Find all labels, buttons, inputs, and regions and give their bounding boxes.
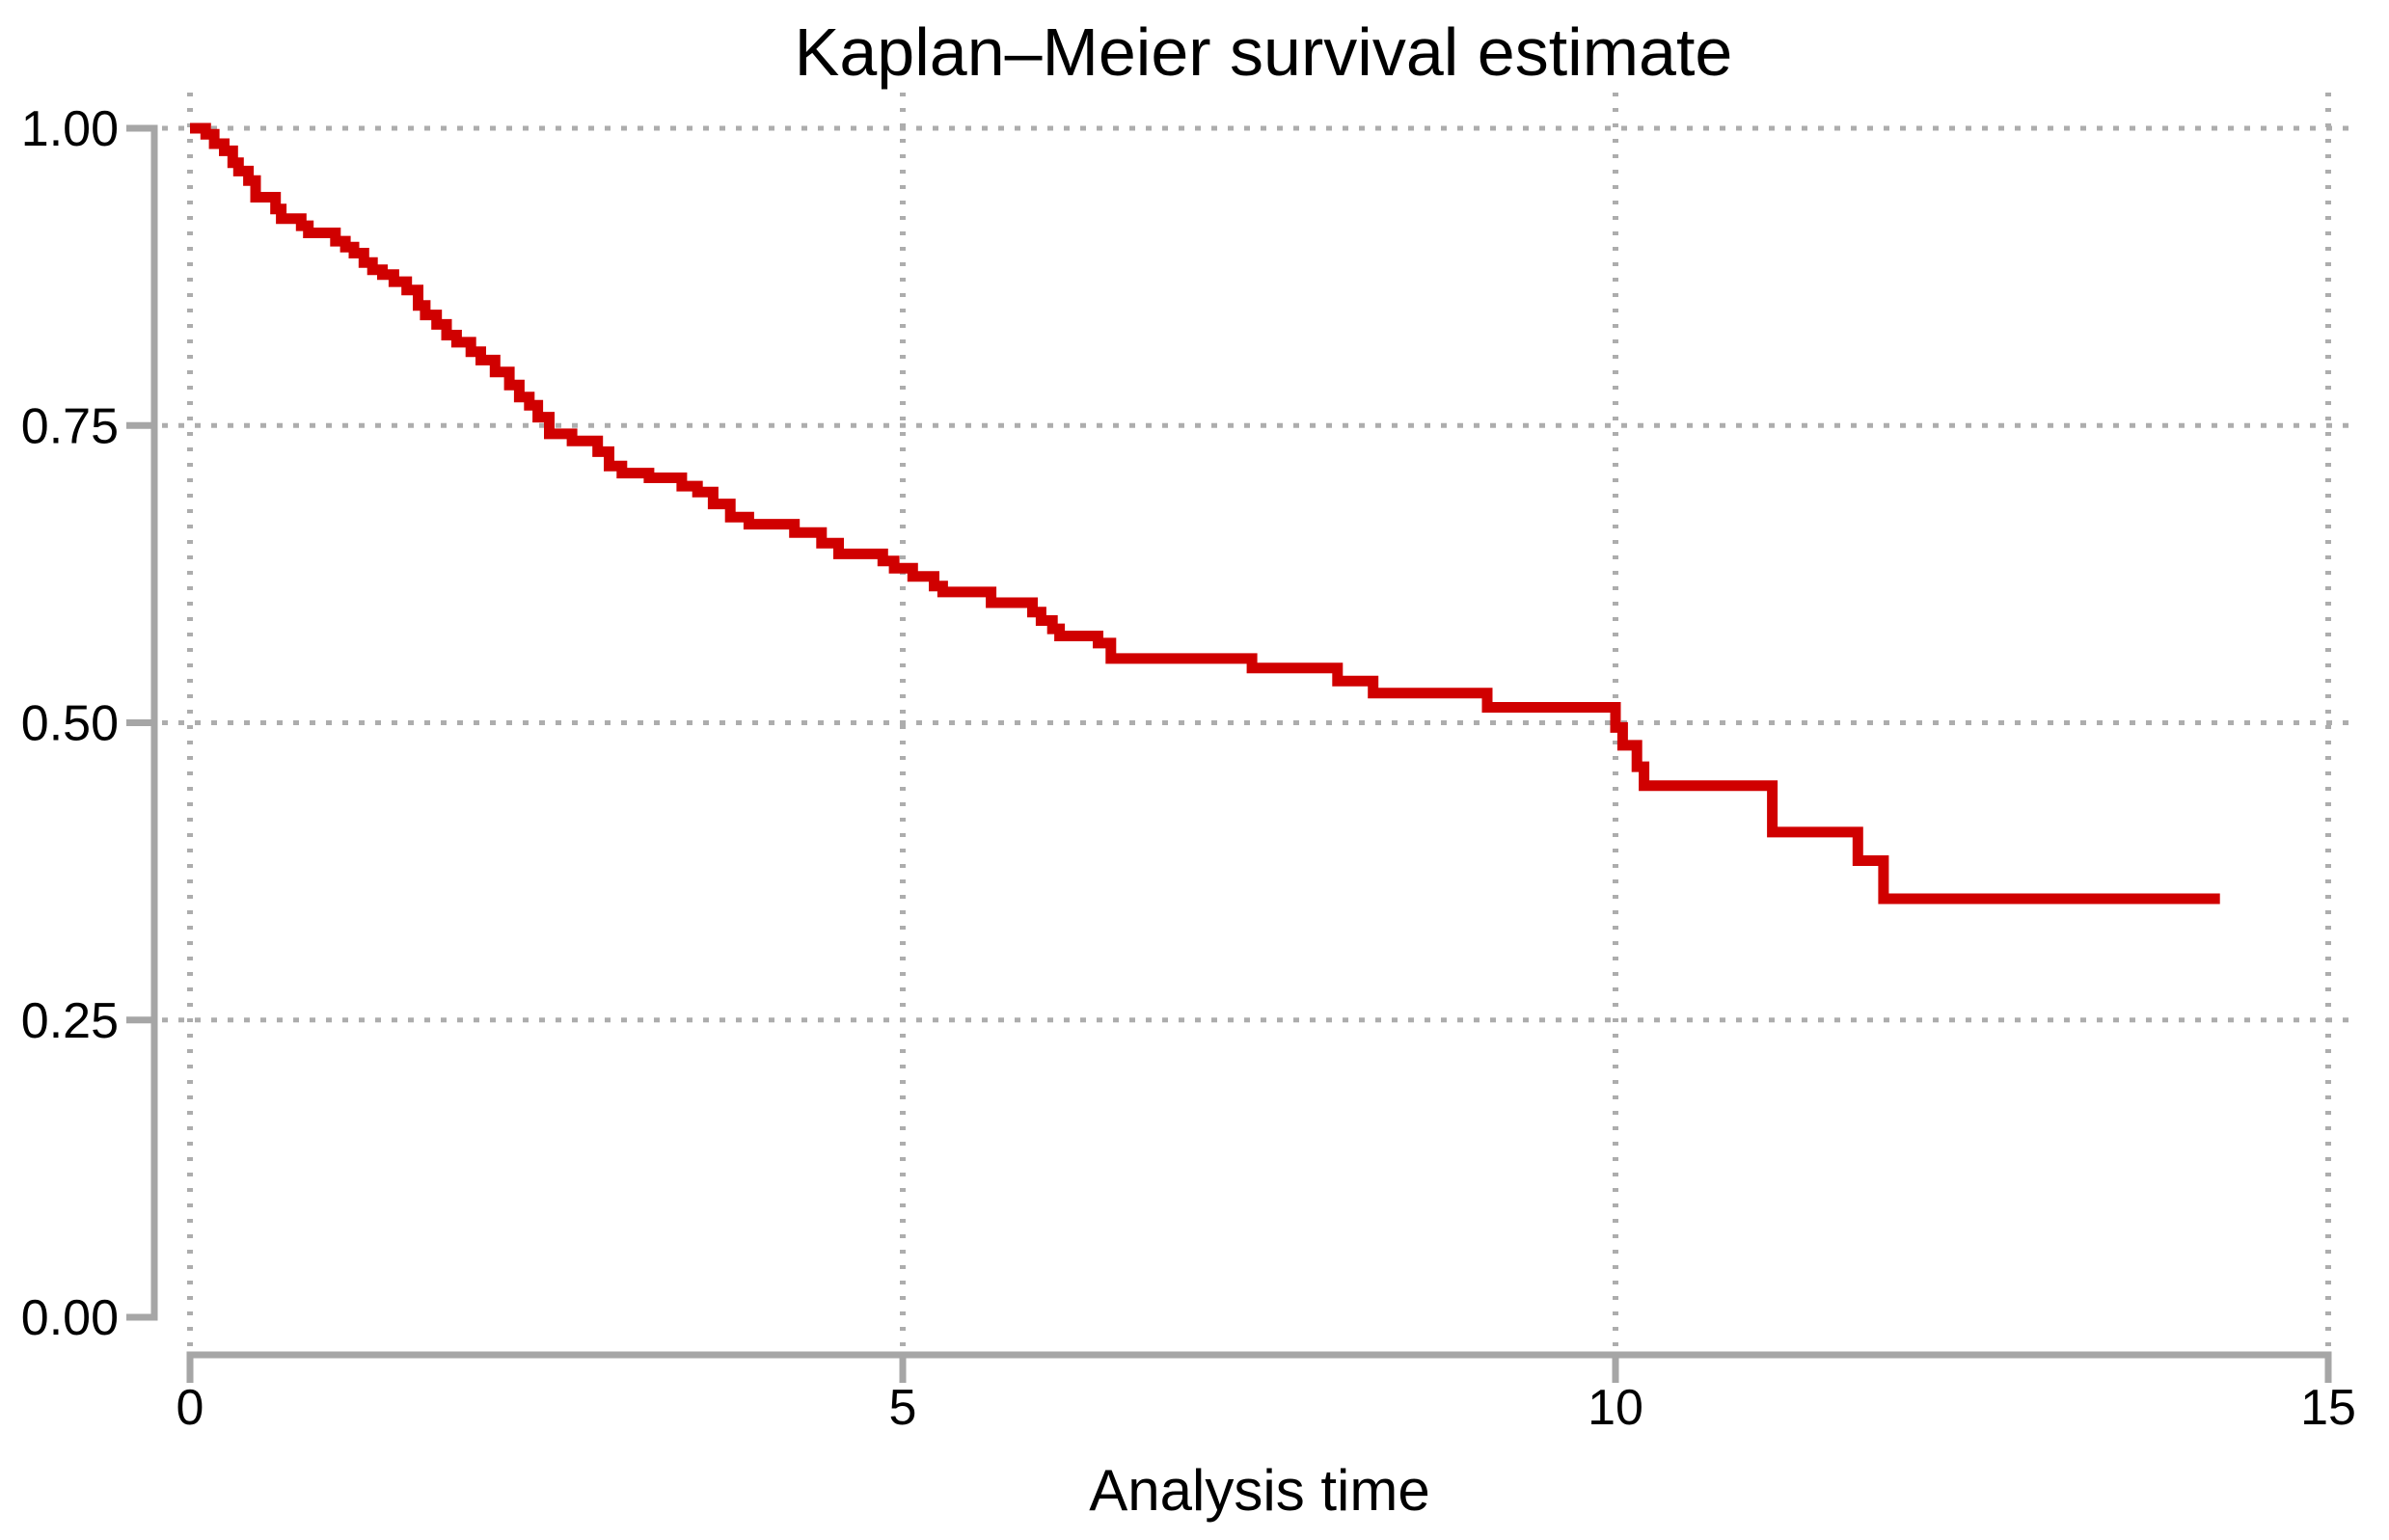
gridlines-layer	[162, 93, 2359, 1350]
chart-title: Kaplan–Meier survival estimate	[795, 14, 1733, 90]
x-axis-title: Analysis time	[1089, 1458, 1429, 1523]
y-tick-label: 1.00	[21, 101, 119, 157]
tick-labels-layer: 0.00 0.25 0.50 0.75 1.00 0 5 10 15	[21, 101, 2356, 1436]
y-tick-label: 0.75	[21, 398, 119, 454]
km-curve-layer	[190, 122, 2220, 905]
y-tick-label: 0.25	[21, 993, 119, 1049]
x-tick-label: 10	[1588, 1380, 1643, 1436]
km-survival-curve	[190, 122, 2220, 905]
x-tick-label: 5	[889, 1380, 917, 1436]
y-tick-label: 0.00	[21, 1290, 119, 1346]
x-tick-label: 15	[2300, 1380, 2356, 1436]
y-tick-label: 0.50	[21, 696, 119, 752]
axes-layer	[126, 124, 2332, 1383]
x-tick-label: 0	[176, 1380, 204, 1436]
